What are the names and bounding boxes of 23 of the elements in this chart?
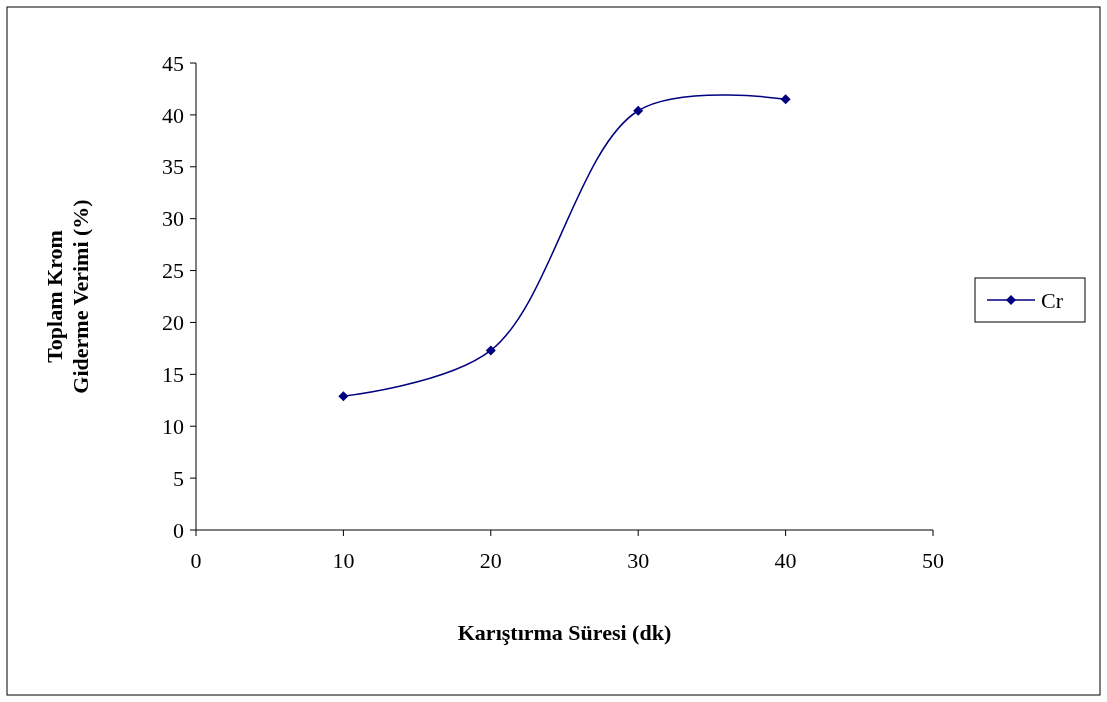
y-tick-label: 10 [162, 413, 184, 439]
y-tick-label: 40 [162, 102, 184, 128]
y-tick-label: 35 [162, 154, 184, 180]
y-tick-label: 0 [173, 517, 184, 543]
point [780, 94, 791, 105]
x-axis-title: Karıştırma Süresi (dk) [457, 620, 672, 645]
y-tick-label: 15 [162, 362, 184, 388]
y-tick-label: 45 [162, 50, 184, 76]
y-axis-title: Toplam Krom Giderme Verimi (%) [41, 199, 94, 394]
x-tick-label: 20 [479, 547, 502, 573]
x-tick-label: 40 [774, 547, 797, 573]
y-tick-label: 25 [162, 258, 184, 284]
x-tick-label: 30 [627, 547, 650, 573]
point [633, 105, 644, 116]
y-tick-label: 20 [162, 310, 184, 336]
x-tick-label: 10 [332, 547, 355, 573]
legend-label: Cr [1041, 287, 1064, 313]
y-tick-label: 5 [173, 465, 184, 491]
x-tick-label: 50 [922, 547, 944, 573]
x-tick-label: 0 [190, 547, 202, 573]
point [485, 345, 496, 356]
y-tick-label: 30 [162, 206, 184, 232]
point [338, 391, 349, 402]
